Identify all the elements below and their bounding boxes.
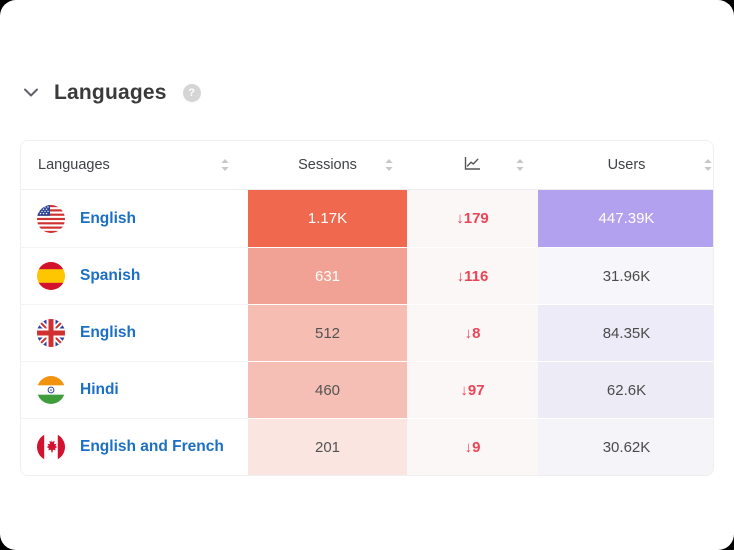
sort-icon[interactable] xyxy=(220,158,230,172)
language-link[interactable]: English xyxy=(80,210,136,228)
trend-value-cell: ↓9 xyxy=(407,418,538,475)
sessions-value-cell: 1.17K xyxy=(248,190,407,247)
line-chart-icon xyxy=(464,156,481,175)
column-label: Users xyxy=(608,157,646,173)
trend-value-cell: ↓97 xyxy=(407,361,538,418)
sort-icon[interactable] xyxy=(384,158,394,172)
sort-icon[interactable] xyxy=(515,158,525,172)
users-value-cell: 30.62K xyxy=(538,418,714,475)
languages-card: Languages ? Languages Sessions xyxy=(0,0,734,550)
language-link[interactable]: Spanish xyxy=(80,267,140,285)
languages-table: Languages Sessions xyxy=(20,140,714,476)
table-row[interactable]: English and French 201 ↓9 30.62K xyxy=(21,418,713,475)
column-header-languages[interactable]: Languages xyxy=(21,141,248,189)
spain-flag-icon xyxy=(37,262,65,290)
users-value-cell: 31.96K xyxy=(538,247,714,304)
column-header-users[interactable]: Users xyxy=(538,141,714,189)
trend-value-cell: ↓8 xyxy=(407,304,538,361)
sessions-value-cell: 631 xyxy=(248,247,407,304)
india-flag-icon xyxy=(37,376,65,404)
column-label: Languages xyxy=(38,157,110,173)
language-cell: English and French xyxy=(21,418,248,475)
chevron-down-icon[interactable] xyxy=(22,84,40,102)
table-row[interactable]: English 512 ↓8 84.35K xyxy=(21,304,713,361)
language-link[interactable]: English and French xyxy=(80,438,224,456)
table-header-row: Languages Sessions xyxy=(21,141,713,190)
language-cell: Spanish xyxy=(21,247,248,304)
trend-value-cell: ↓116 xyxy=(407,247,538,304)
column-header-sessions[interactable]: Sessions xyxy=(248,141,407,189)
sessions-value-cell: 201 xyxy=(248,418,407,475)
canada-flag-icon xyxy=(37,433,65,461)
sessions-value-cell: 512 xyxy=(248,304,407,361)
users-value-cell: 447.39K xyxy=(538,190,714,247)
table-row[interactable]: Spanish 631 ↓116 31.96K xyxy=(21,247,713,304)
language-cell: English xyxy=(21,304,248,361)
sort-icon[interactable] xyxy=(703,158,713,172)
column-label: Sessions xyxy=(298,157,357,173)
language-cell: Hindi xyxy=(21,361,248,418)
language-link[interactable]: English xyxy=(80,324,136,342)
language-link[interactable]: Hindi xyxy=(80,381,119,399)
language-cell: English xyxy=(21,190,248,247)
trend-value-cell: ↓179 xyxy=(407,190,538,247)
users-value-cell: 84.35K xyxy=(538,304,714,361)
section-title: Languages xyxy=(54,81,167,105)
uk-flag-icon xyxy=(37,319,65,347)
help-icon[interactable]: ? xyxy=(183,84,201,102)
table-body: English 1.17K ↓179 447.39K Spanish 631 ↓… xyxy=(21,190,713,475)
us-flag-icon xyxy=(37,205,65,233)
table-row[interactable]: English 1.17K ↓179 447.39K xyxy=(21,190,713,247)
table-row[interactable]: Hindi 460 ↓97 62.6K xyxy=(21,361,713,418)
column-header-trend[interactable] xyxy=(407,141,538,189)
sessions-value-cell: 460 xyxy=(248,361,407,418)
users-value-cell: 62.6K xyxy=(538,361,714,418)
section-header: Languages ? xyxy=(22,78,201,108)
